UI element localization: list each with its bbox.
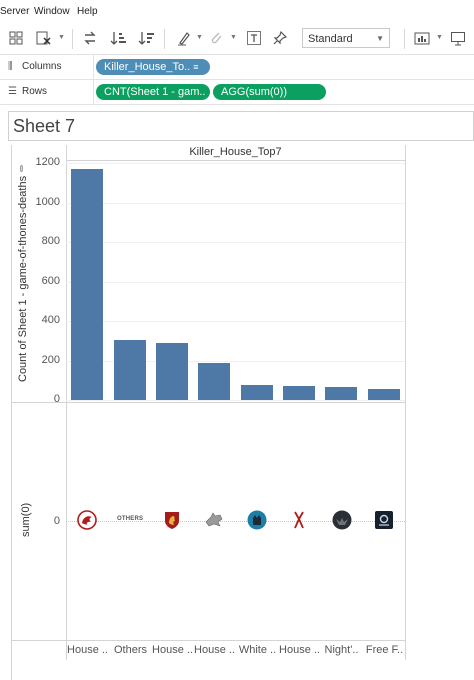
x-tick-label[interactable]: House ..: [67, 644, 108, 656]
gridline: [66, 361, 405, 362]
white-walker-icon[interactable]: [247, 510, 267, 530]
pane-right-border: [405, 145, 406, 660]
swap-icon[interactable]: [82, 30, 98, 46]
bar[interactable]: [325, 387, 357, 400]
menu-window[interactable]: Window: [34, 6, 70, 17]
header-border: [66, 160, 405, 161]
x-tick-label[interactable]: Free F..: [365, 644, 404, 656]
gridline: [66, 203, 405, 204]
toolbar-divider: [72, 29, 73, 49]
agg-sum-pill[interactable]: AGG(sum(0)): [213, 84, 326, 100]
bar[interactable]: [241, 385, 273, 400]
column-header[interactable]: Killer_House_Top7: [189, 146, 282, 158]
rows-icon: ☰: [8, 86, 17, 97]
x-tick-label[interactable]: Others: [113, 644, 147, 656]
chevron-down-icon[interactable]: ▼: [58, 34, 65, 41]
show-me-icon[interactable]: [414, 30, 430, 46]
lion-sigil-icon[interactable]: [162, 510, 182, 530]
sheet-title[interactable]: Sheet 7: [8, 111, 474, 141]
count-measure-pill[interactable]: CNT(Sheet 1 - gam..: [96, 84, 210, 100]
second-axis-tick: 0: [53, 515, 60, 527]
gridline: [66, 400, 405, 401]
toolbar: ▼ ▼ ▼ ▼: [0, 24, 474, 55]
gridline: [66, 242, 405, 243]
zero-line: [66, 521, 405, 522]
x-tick-label[interactable]: Night'..: [324, 644, 359, 656]
sort-icon: ≡: [193, 62, 199, 72]
bar[interactable]: [156, 343, 188, 400]
free-folk-icon[interactable]: [374, 510, 394, 530]
nights-watch-icon[interactable]: [332, 510, 352, 530]
bar[interactable]: [368, 389, 400, 400]
chevron-down-icon[interactable]: ▼: [196, 34, 203, 41]
y-tick-label: 600: [41, 275, 60, 287]
group-icon[interactable]: [208, 30, 224, 46]
bar[interactable]: [71, 169, 103, 400]
x-tick-label[interactable]: House ..: [194, 644, 235, 656]
y-tick-label: 200: [41, 354, 60, 366]
flayed-man-sigil-icon[interactable]: [289, 510, 309, 530]
menu-bar: Server Window Help: [0, 0, 474, 24]
x-tick-label[interactable]: House ..: [279, 644, 320, 656]
shelf-divider: [93, 55, 94, 79]
columns-shelf-label: ⫼ Columns: [8, 61, 62, 72]
chevron-down-icon: ▼: [376, 34, 384, 43]
columns-icon: ⫼: [8, 61, 13, 72]
bar[interactable]: [283, 386, 315, 400]
fit-select-value: Standard: [308, 33, 353, 45]
y-tick-label: 800: [41, 235, 60, 247]
toolbar-divider: [404, 29, 405, 49]
pane-divider: [11, 402, 405, 403]
new-datasource-icon[interactable]: [8, 30, 24, 46]
toolbar-divider: [164, 29, 165, 49]
chevron-down-icon[interactable]: ▼: [436, 34, 443, 41]
menu-help[interactable]: Help: [77, 6, 98, 17]
clear-sheet-icon[interactable]: [36, 30, 52, 46]
y-tick-label: 1200: [35, 156, 60, 168]
dragon-sigil-icon[interactable]: [77, 510, 97, 530]
axis-menu-icon[interactable]: ⫾: [20, 163, 23, 173]
columns-shelf: ⫼ Columns Killer_House_To.. ≡: [0, 55, 474, 80]
chevron-down-icon: ▼: [230, 34, 237, 41]
label-text-icon[interactable]: [246, 30, 262, 46]
left-border: [11, 145, 12, 680]
gridline: [66, 163, 405, 164]
y-tick-label: 0: [53, 393, 60, 405]
pin-icon[interactable]: [272, 30, 288, 46]
gridline: [66, 321, 405, 322]
others-logo-icon[interactable]: OTHERS: [117, 516, 144, 522]
rows-shelf: ☰ Rows CNT(Sheet 1 - gam.. AGG(sum(0)): [0, 80, 474, 105]
sort-ascending-icon[interactable]: [110, 30, 126, 46]
menu-server[interactable]: Server: [0, 6, 30, 17]
x-tick-label[interactable]: White ..: [238, 644, 277, 656]
gridline: [66, 282, 405, 283]
direwolf-sigil-icon[interactable]: [204, 510, 224, 530]
sort-descending-icon[interactable]: [138, 30, 154, 46]
xaxis-border: [11, 640, 405, 641]
bar[interactable]: [198, 363, 230, 400]
highlight-icon[interactable]: [176, 30, 192, 46]
x-tick-label[interactable]: House ..: [152, 644, 193, 656]
shelf-divider: [93, 80, 94, 104]
bar[interactable]: [114, 340, 146, 400]
presentation-icon[interactable]: [450, 30, 466, 46]
fit-select[interactable]: Standard ▼: [302, 28, 390, 48]
y-tick-label: 400: [41, 314, 60, 326]
rows-shelf-label: ☰ Rows: [8, 86, 48, 97]
killer-house-pill[interactable]: Killer_House_To.. ≡: [96, 59, 210, 75]
y-tick-label: 1000: [35, 196, 60, 208]
